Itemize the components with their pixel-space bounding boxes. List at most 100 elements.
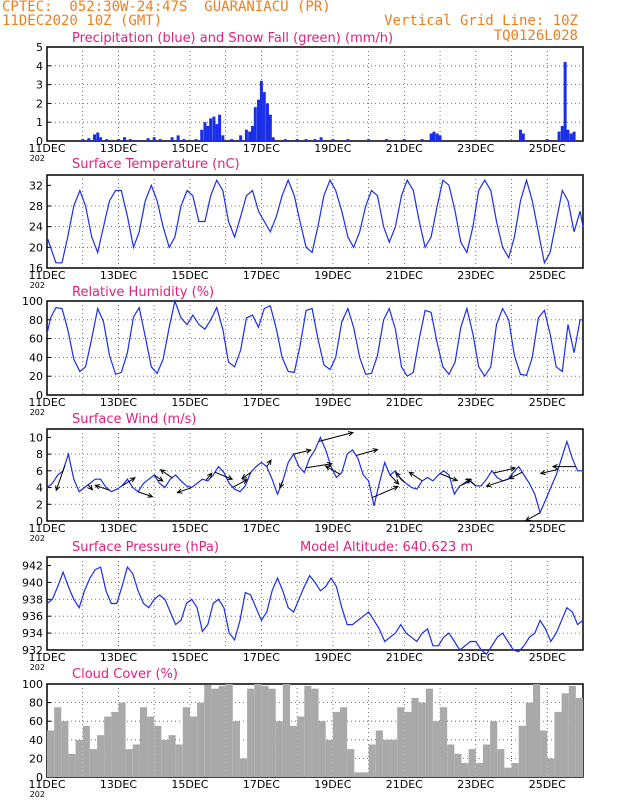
temp-ytick-label: 28	[29, 200, 43, 213]
wind-vector	[55, 465, 66, 491]
wind-vector	[305, 463, 332, 469]
pres-xtick-label: 19DEC	[314, 651, 351, 664]
precip-xtick-label: 17DEC	[243, 142, 280, 155]
wind-vector-head	[279, 482, 285, 489]
wind-vector	[409, 471, 423, 482]
cloud-bar	[332, 711, 341, 777]
cloud-ytick-label: 40	[29, 734, 43, 747]
precip-bar	[248, 131, 252, 141]
wind-xtick-label: 11DEC	[28, 522, 65, 535]
wind-vector	[266, 459, 272, 467]
cloud-bar	[425, 688, 433, 777]
cloud-year-label: 202	[30, 790, 45, 799]
wind-vector-head	[524, 516, 531, 522]
precip-bar	[560, 125, 564, 141]
wind-vector	[466, 478, 477, 487]
precip-bar	[319, 137, 323, 141]
precip-title: Precipitation (blue) and Snow Fall (gree…	[72, 31, 393, 46]
cloud-ytick-label: 100	[22, 678, 43, 691]
wind-ytick-label: 2	[36, 498, 43, 511]
temp-xtick-label: 25DEC	[529, 269, 566, 282]
wind-xtick-label: 21DEC	[386, 522, 423, 535]
rh-ytick-label: 100	[22, 295, 43, 308]
pres-title: Surface Pressure (hPa)	[72, 540, 219, 555]
rh-xtick-label: 17DEC	[243, 396, 280, 409]
precip-bar	[521, 133, 525, 141]
cloud-ytick-label: 60	[29, 715, 43, 728]
header-grid-line: Vertical Grid Line: 10Z	[384, 13, 578, 29]
rh-xtick-label: 21DEC	[386, 396, 423, 409]
wind-vector-head	[539, 469, 546, 475]
pres-year-label: 202	[30, 663, 45, 672]
header-station: CPTEC: 052:30W-24:47S GUARANIACU (PR)	[2, 0, 331, 15]
cloud-ytick-label: 0	[36, 771, 43, 784]
pres-ytick-label: 942	[22, 559, 43, 572]
wind-vector-head	[157, 476, 164, 482]
temp-xtick-label: 21DEC	[386, 269, 423, 282]
cloud-bar	[490, 721, 498, 777]
precip-bar	[182, 139, 186, 141]
precip-bar	[105, 139, 109, 141]
wind-xtick-label: 25DEC	[529, 522, 566, 535]
rh-year-label: 202	[30, 408, 45, 417]
precip-bar	[313, 139, 317, 141]
cloud-bar	[61, 721, 69, 777]
precip-bar	[123, 137, 127, 141]
wind-vector-head	[452, 476, 459, 482]
cloud-xtick-label: 21DEC	[386, 778, 423, 791]
cloud-bar	[504, 767, 512, 777]
precip-bar	[158, 139, 162, 141]
cloud-bar	[247, 688, 255, 777]
wind-vector-head	[242, 479, 249, 485]
cloud-bar	[132, 744, 140, 777]
wind-vector-head	[392, 485, 399, 491]
temp-plot-frame	[46, 174, 584, 269]
cloud-bar	[275, 721, 283, 777]
cloud-bar	[197, 702, 205, 777]
wind-vector-head	[393, 479, 400, 485]
precip-bar	[259, 80, 263, 141]
cloud-bar	[282, 684, 290, 777]
wind-vector	[241, 472, 251, 479]
wind-vector	[439, 473, 458, 482]
wind-plot-frame	[46, 428, 584, 522]
precip-bar	[402, 139, 406, 141]
precip-ytick-label: 5	[36, 41, 43, 54]
wind-xtick-label: 23DEC	[457, 522, 494, 535]
precip-bar	[435, 133, 439, 141]
wind-ytick-label: 6	[36, 465, 43, 478]
precip-bar	[128, 139, 132, 141]
wind-vector-head	[466, 478, 473, 484]
rh-ytick-label: 0	[36, 389, 43, 402]
cloud-bar	[340, 707, 348, 777]
cloud-bar	[475, 763, 483, 777]
wind-vector-head	[176, 488, 183, 494]
cloud-bar	[97, 735, 105, 777]
temp-xtick-label: 17DEC	[243, 269, 280, 282]
wind-vector	[214, 471, 233, 480]
wind-vector	[293, 449, 311, 455]
wind-title: Surface Wind (m/s)	[72, 412, 196, 427]
cloud-bar	[482, 744, 491, 777]
cloud-xtick-label: 15DEC	[171, 778, 208, 791]
wind-xtick-label: 17DEC	[243, 522, 280, 535]
cloud-bar	[418, 702, 426, 777]
wind-vector	[486, 478, 509, 487]
wind-vector	[153, 474, 164, 482]
precip-bar	[230, 139, 234, 141]
wind-vector-head	[206, 472, 213, 479]
rh-ytick-label: 20	[29, 370, 43, 383]
cloud-bar	[511, 763, 519, 777]
cloud-bar	[268, 688, 276, 777]
rh-ytick-label: 40	[29, 351, 43, 364]
wind-vector-head	[159, 469, 166, 475]
cloud-bar	[540, 730, 548, 777]
pres-xtick-label: 11DEC	[28, 651, 65, 664]
rh-xtick-label: 23DEC	[457, 396, 494, 409]
temp-series-line	[46, 178, 584, 265]
temp-xtick-label: 13DEC	[100, 269, 137, 282]
pres-xtick-label: 13DEC	[100, 651, 137, 664]
wind-vector-head	[508, 474, 515, 480]
cloud-bar	[575, 697, 583, 777]
temp-ytick-label: 32	[29, 179, 43, 192]
